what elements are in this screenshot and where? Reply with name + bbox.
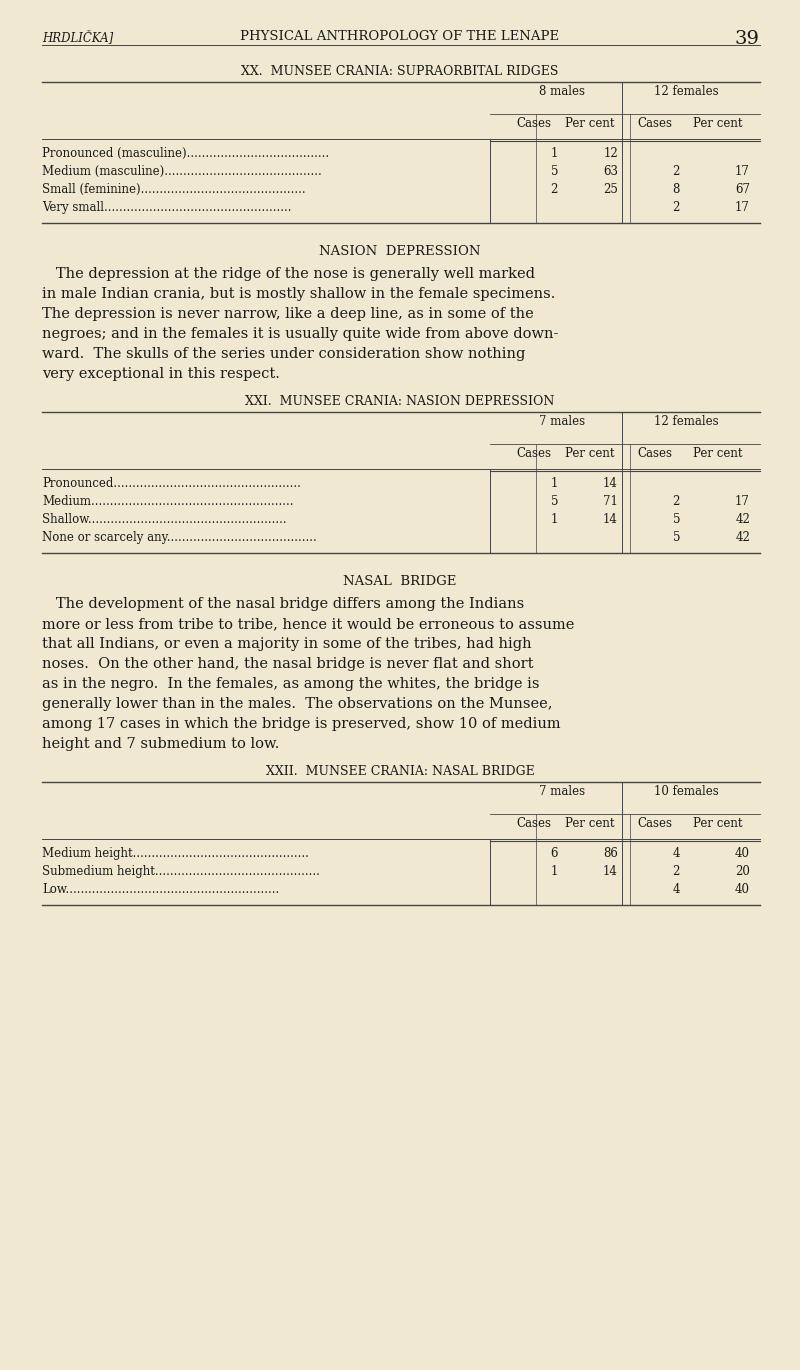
Text: None or scarcely any........................................: None or scarcely any....................… bbox=[42, 532, 317, 544]
Text: 14: 14 bbox=[603, 477, 618, 490]
Text: Cases: Cases bbox=[517, 817, 551, 830]
Text: 20: 20 bbox=[735, 864, 750, 878]
Text: XXII.  MUNSEE CRANIA: NASAL BRIDGE: XXII. MUNSEE CRANIA: NASAL BRIDGE bbox=[266, 764, 534, 778]
Text: more or less from tribe to tribe, hence it would be erroneous to assume: more or less from tribe to tribe, hence … bbox=[42, 616, 574, 632]
Text: HRDLIČKA]: HRDLIČKA] bbox=[42, 30, 114, 44]
Text: in male Indian crania, but is mostly shallow in the female specimens.: in male Indian crania, but is mostly sha… bbox=[42, 286, 555, 301]
Text: 71: 71 bbox=[603, 495, 618, 508]
Text: that all Indians, or even a majority in some of the tribes, had high: that all Indians, or even a majority in … bbox=[42, 637, 532, 651]
Text: NASAL  BRIDGE: NASAL BRIDGE bbox=[343, 575, 457, 588]
Text: 4: 4 bbox=[673, 847, 680, 860]
Text: 1: 1 bbox=[550, 864, 558, 878]
Text: 12 females: 12 females bbox=[654, 415, 718, 427]
Text: Per cent: Per cent bbox=[566, 817, 614, 830]
Text: 39: 39 bbox=[735, 30, 760, 48]
Text: Very small..................................................: Very small..............................… bbox=[42, 201, 291, 214]
Text: 8 males: 8 males bbox=[539, 85, 585, 99]
Text: 5: 5 bbox=[550, 164, 558, 178]
Text: very exceptional in this respect.: very exceptional in this respect. bbox=[42, 367, 280, 381]
Text: Per cent: Per cent bbox=[694, 817, 742, 830]
Text: 12: 12 bbox=[603, 147, 618, 160]
Text: ward.  The skulls of the series under consideration show nothing: ward. The skulls of the series under con… bbox=[42, 347, 526, 362]
Text: 42: 42 bbox=[735, 512, 750, 526]
Text: 17: 17 bbox=[735, 201, 750, 214]
Text: 12 females: 12 females bbox=[654, 85, 718, 99]
Text: 8: 8 bbox=[673, 184, 680, 196]
Text: 42: 42 bbox=[735, 532, 750, 544]
Text: Cases: Cases bbox=[638, 817, 673, 830]
Text: Small (feminine)............................................: Small (feminine)........................… bbox=[42, 184, 306, 196]
Text: 14: 14 bbox=[603, 512, 618, 526]
Text: 2: 2 bbox=[673, 495, 680, 508]
Text: 5: 5 bbox=[673, 532, 680, 544]
Text: 40: 40 bbox=[735, 847, 750, 860]
Text: NASION  DEPRESSION: NASION DEPRESSION bbox=[319, 245, 481, 258]
Text: height and 7 submedium to low.: height and 7 submedium to low. bbox=[42, 737, 279, 751]
Text: 2: 2 bbox=[673, 864, 680, 878]
Text: among 17 cases in which the bridge is preserved, show 10 of medium: among 17 cases in which the bridge is pr… bbox=[42, 717, 561, 732]
Text: Per cent: Per cent bbox=[694, 116, 742, 130]
Text: 2: 2 bbox=[673, 201, 680, 214]
Text: Medium (masculine)..........................................: Medium (masculine)......................… bbox=[42, 164, 322, 178]
Text: 5: 5 bbox=[550, 495, 558, 508]
Text: 10 females: 10 females bbox=[654, 785, 718, 797]
Text: XX.  MUNSEE CRANIA: SUPRAORBITAL RIDGES: XX. MUNSEE CRANIA: SUPRAORBITAL RIDGES bbox=[242, 64, 558, 78]
Text: 7 males: 7 males bbox=[539, 785, 585, 797]
Text: Low.........................................................: Low.....................................… bbox=[42, 884, 279, 896]
Text: Per cent: Per cent bbox=[566, 116, 614, 130]
Text: Pronounced (masculine)......................................: Pronounced (masculine)..................… bbox=[42, 147, 329, 160]
Text: Cases: Cases bbox=[638, 447, 673, 460]
Text: 40: 40 bbox=[735, 884, 750, 896]
Text: 17: 17 bbox=[735, 495, 750, 508]
Text: 14: 14 bbox=[603, 864, 618, 878]
Text: 6: 6 bbox=[550, 847, 558, 860]
Text: Per cent: Per cent bbox=[566, 447, 614, 460]
Text: Pronounced..................................................: Pronounced..............................… bbox=[42, 477, 301, 490]
Text: 1: 1 bbox=[550, 477, 558, 490]
Text: The depression is never narrow, like a deep line, as in some of the: The depression is never narrow, like a d… bbox=[42, 307, 534, 321]
Text: 17: 17 bbox=[735, 164, 750, 178]
Text: negroes; and in the females it is usually quite wide from above down-: negroes; and in the females it is usuall… bbox=[42, 327, 558, 341]
Text: as in the negro.  In the females, as among the whites, the bridge is: as in the negro. In the females, as amon… bbox=[42, 677, 539, 690]
Text: Medium height...............................................: Medium height...........................… bbox=[42, 847, 309, 860]
Text: 63: 63 bbox=[603, 164, 618, 178]
Text: Submedium height............................................: Submedium height........................… bbox=[42, 864, 320, 878]
Text: 7 males: 7 males bbox=[539, 415, 585, 427]
Text: 4: 4 bbox=[673, 884, 680, 896]
Text: Shallow.....................................................: Shallow.................................… bbox=[42, 512, 286, 526]
Text: Medium......................................................: Medium..................................… bbox=[42, 495, 294, 508]
Text: XXI.  MUNSEE CRANIA: NASION DEPRESSION: XXI. MUNSEE CRANIA: NASION DEPRESSION bbox=[246, 395, 554, 408]
Text: 2: 2 bbox=[673, 164, 680, 178]
Text: 86: 86 bbox=[603, 847, 618, 860]
Text: 25: 25 bbox=[603, 184, 618, 196]
Text: Per cent: Per cent bbox=[694, 447, 742, 460]
Text: Cases: Cases bbox=[517, 447, 551, 460]
Text: 2: 2 bbox=[550, 184, 558, 196]
Text: Cases: Cases bbox=[638, 116, 673, 130]
Text: 1: 1 bbox=[550, 147, 558, 160]
Text: The development of the nasal bridge differs among the Indians: The development of the nasal bridge diff… bbox=[42, 597, 524, 611]
Text: generally lower than in the males.  The observations on the Munsee,: generally lower than in the males. The o… bbox=[42, 697, 553, 711]
Text: 1: 1 bbox=[550, 512, 558, 526]
Text: 5: 5 bbox=[673, 512, 680, 526]
Text: PHYSICAL ANTHROPOLOGY OF THE LENAPE: PHYSICAL ANTHROPOLOGY OF THE LENAPE bbox=[241, 30, 559, 42]
Text: The depression at the ridge of the nose is generally well marked: The depression at the ridge of the nose … bbox=[42, 267, 535, 281]
Text: Cases: Cases bbox=[517, 116, 551, 130]
Text: 67: 67 bbox=[735, 184, 750, 196]
Text: noses.  On the other hand, the nasal bridge is never flat and short: noses. On the other hand, the nasal brid… bbox=[42, 658, 534, 671]
